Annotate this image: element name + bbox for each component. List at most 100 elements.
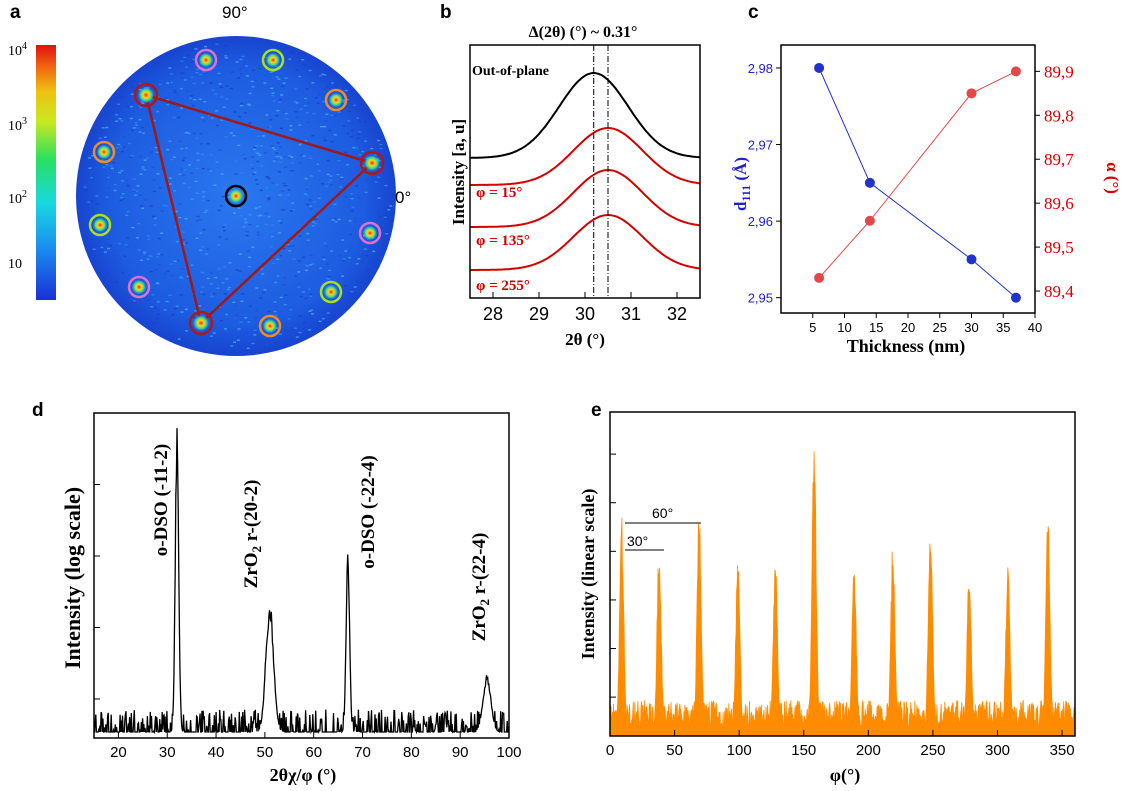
texture-speck (262, 215, 266, 217)
texture-speck (302, 322, 306, 324)
texture-speck (263, 289, 267, 291)
texture-speck (355, 147, 359, 149)
texture-speck (291, 245, 295, 247)
texture-speck (298, 124, 302, 126)
texture-speck (267, 198, 271, 201)
texture-speck (182, 238, 186, 241)
texture-speck (376, 139, 380, 142)
texture-speck (315, 215, 319, 218)
texture-speck (281, 190, 285, 192)
texture-speck (154, 307, 158, 309)
texture-speck (105, 196, 109, 198)
texture-speck (352, 147, 356, 149)
texture-speck (236, 77, 240, 79)
texture-speck (118, 242, 122, 245)
pole-spot-pink (362, 225, 378, 241)
texture-speck (196, 215, 200, 218)
c-ylabel-right: α (°) (1103, 162, 1122, 194)
texture-speck (364, 239, 368, 242)
texture-speck (339, 178, 343, 180)
texture-speck (263, 152, 267, 154)
texture-speck (215, 124, 219, 127)
e-xlabel: φ(°) (830, 765, 860, 786)
texture-speck (382, 215, 386, 217)
texture-speck (216, 58, 220, 61)
texture-speck (198, 98, 202, 100)
texture-speck (288, 250, 292, 252)
texture-speck (209, 170, 213, 172)
texture-speck (127, 186, 131, 188)
texture-speck (321, 100, 325, 103)
texture-speck (178, 61, 182, 63)
texture-speck (165, 300, 169, 303)
texture-speck (308, 69, 312, 72)
texture-speck (304, 177, 308, 180)
texture-speck (221, 195, 225, 198)
texture-speck (267, 177, 271, 180)
texture-speck (160, 253, 164, 256)
texture-speck (248, 224, 252, 226)
texture-speck (291, 209, 295, 211)
texture-speck (138, 118, 142, 121)
d-frame (93, 412, 510, 739)
texture-speck (290, 162, 294, 164)
texture-speck (261, 273, 265, 275)
texture-speck (351, 206, 355, 208)
texture-speck (141, 126, 145, 129)
texture-speck (326, 173, 330, 176)
texture-speck (115, 114, 119, 116)
texture-speck (342, 259, 346, 261)
texture-speck (323, 139, 327, 142)
texture-speck (271, 95, 275, 97)
texture-speck (139, 106, 143, 109)
texture-speck (290, 156, 294, 158)
texture-speck (139, 173, 143, 175)
texture-speck (106, 247, 110, 250)
texture-speck (308, 307, 312, 309)
texture-speck (238, 115, 242, 118)
texture-speck (184, 242, 188, 244)
texture-speck (220, 119, 224, 121)
texture-speck (206, 199, 210, 202)
texture-speck (350, 290, 354, 293)
texture-speck (298, 75, 302, 78)
texture-speck (209, 82, 213, 84)
texture-speck (311, 135, 315, 137)
texture-speck (279, 222, 283, 224)
texture-speck (124, 244, 128, 246)
texture-speck (132, 189, 136, 191)
texture-speck (123, 255, 127, 257)
texture-speck (365, 269, 369, 271)
texture-speck (194, 48, 198, 50)
texture-speck (190, 61, 194, 63)
texture-speck (330, 114, 334, 117)
texture-speck (292, 325, 296, 328)
texture-speck (250, 80, 254, 83)
texture-speck (274, 314, 278, 316)
texture-speck (287, 318, 291, 320)
texture-speck (210, 295, 214, 298)
pole-ring-pink (127, 275, 151, 299)
texture-speck (258, 205, 262, 208)
texture-speck (149, 152, 153, 155)
texture-speck (215, 161, 219, 163)
texture-speck (202, 196, 206, 198)
texture-speck (283, 156, 287, 158)
b-label-phi-15: φ = 15° (476, 185, 522, 201)
texture-speck (239, 321, 243, 323)
texture-speck (267, 215, 271, 218)
texture-speck (309, 264, 313, 266)
texture-speck (340, 109, 344, 111)
texture-speck (106, 187, 110, 189)
texture-speck (359, 281, 363, 284)
texture-speck (242, 338, 246, 341)
e-xtick-label: 100 (727, 742, 752, 759)
texture-speck (276, 142, 280, 144)
texture-speck (152, 120, 156, 122)
texture-speck (248, 214, 252, 216)
b-curves (469, 45, 701, 298)
texture-speck (218, 149, 222, 151)
texture-speck (143, 251, 147, 253)
pole-spot-center (228, 188, 244, 204)
texture-speck (138, 249, 142, 251)
